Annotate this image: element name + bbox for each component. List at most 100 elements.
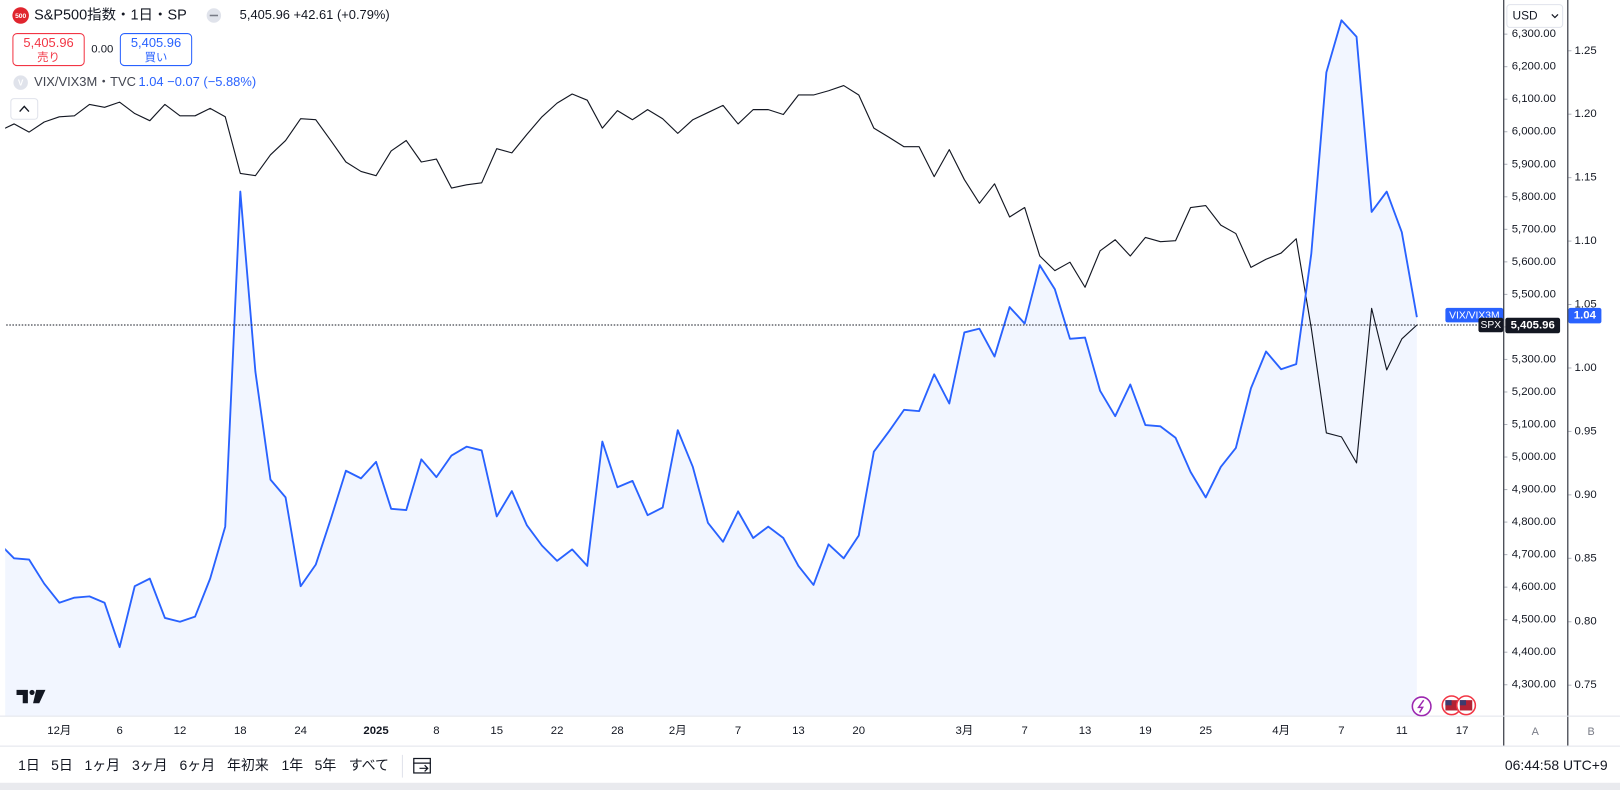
calendar-icon: [419, 764, 429, 772]
y2-tick-label: 1.20: [1575, 108, 1597, 120]
x-tick-label: 18: [234, 725, 247, 737]
range-button[interactable]: 5年: [315, 757, 337, 773]
x-tick-label: 11: [1396, 725, 1408, 737]
range-button[interactable]: 年初来: [227, 757, 269, 773]
y-tick-label: 5,600.00: [1512, 256, 1556, 268]
y-tick-label: 4,400.00: [1512, 646, 1556, 658]
dropdown-icon: [1551, 14, 1559, 19]
last-value-label: 1.04: [1574, 310, 1597, 322]
currency-label: USD: [1513, 9, 1538, 23]
compare-title[interactable]: VIX/VIX3M・TVC: [34, 74, 136, 89]
x-tick-label: 7: [735, 725, 741, 737]
x-tick-label: 12月: [47, 725, 71, 737]
series-area: [5, 20, 1417, 716]
event-icon[interactable]: [1411, 696, 1432, 717]
range-toolbar: 1日 5日 1ヶ月 3ヶ月 6ヶ月 年初来 1年 5年 すべて 06:44:58…: [18, 754, 1608, 778]
series-tag-label: VIX/VIX3M: [1449, 310, 1499, 321]
y-tick-label: 5,900.00: [1512, 158, 1556, 170]
sell-label: 売り: [37, 51, 60, 64]
symbol-title[interactable]: S&P500指数・1日・SP: [34, 6, 187, 23]
series-line: [5, 84, 1418, 464]
chevron-icon: [19, 105, 30, 112]
flag-icon: [1459, 700, 1467, 706]
y2-tick-label: 0.85: [1575, 552, 1597, 564]
x-tick-label: 12: [174, 725, 187, 737]
y2-tick-label: 0.80: [1575, 616, 1597, 628]
range-button[interactable]: 1年: [282, 757, 304, 773]
range-button[interactable]: 1日: [18, 757, 40, 773]
x-tick-label: 28: [611, 725, 624, 737]
y-tick-label: 4,600.00: [1512, 581, 1556, 593]
x-tick-label: 20: [852, 725, 865, 737]
x-tick-label: 13: [792, 725, 805, 737]
x-tick-label: 25: [1199, 725, 1212, 737]
y2-tick-label: 0.90: [1575, 489, 1597, 501]
range-button[interactable]: すべて: [349, 757, 389, 773]
x-tick-label: 2月: [669, 725, 687, 737]
x-tick-label: 13: [1079, 725, 1092, 737]
spread: 0.00: [91, 44, 113, 56]
currency-dropdown[interactable]: [1506, 4, 1564, 28]
logo-part: [33, 689, 46, 704]
range-button[interactable]: 5日: [51, 757, 73, 773]
axis-button[interactable]: A: [1532, 726, 1540, 738]
y2-tick-label: 1.15: [1575, 172, 1597, 184]
y2-tick-label: 1.25: [1575, 45, 1597, 57]
x-tick-label: 2025: [363, 725, 388, 737]
range-button[interactable]: 3ヶ月: [132, 757, 168, 773]
axes: 4,300.00 4,400.00 4,500.00 4,600.00 4,700.00…: [47, 28, 1602, 737]
flag-icon: [1445, 700, 1452, 706]
date-range-button[interactable]: [413, 757, 431, 774]
x-tick-label: 3月: [956, 725, 974, 737]
series-tag-label: SPX: [1481, 320, 1502, 331]
y-tick-label: 4,700.00: [1512, 549, 1556, 561]
last-value-label: 5,405.96: [1511, 319, 1555, 331]
y2-tick-label: 1.10: [1575, 235, 1597, 247]
sell-button[interactable]: [12, 33, 85, 67]
axis-button[interactable]: B: [1587, 726, 1594, 738]
range-button[interactable]: 6ヶ月: [180, 757, 216, 773]
calendar-icon: [413, 757, 431, 774]
y2-tick-label: 1.05: [1575, 299, 1597, 311]
compare-quote: 1.04 −0.07 (−5.88%): [138, 74, 256, 89]
logo-part: [16, 689, 28, 704]
buy-price: 5,405.96: [131, 35, 181, 50]
y-tick-label: 5,800.00: [1512, 191, 1556, 203]
buy-button[interactable]: [119, 33, 193, 67]
x-tick-label: 17: [1456, 725, 1469, 737]
x-tick-label: 4月: [1272, 725, 1290, 737]
y2-tick-label: 1.00: [1575, 362, 1597, 374]
x-tick-label: 8: [433, 725, 439, 737]
y-tick-label: 5,500.00: [1512, 288, 1556, 300]
y-tick-label: 5,100.00: [1512, 419, 1556, 431]
x-tick-label: 22: [551, 725, 564, 737]
symbol-quote: 5,405.96 +42.61 (+0.79%): [240, 7, 390, 22]
logo-part: [29, 689, 35, 695]
range-button[interactable]: 1ヶ月: [84, 757, 120, 773]
x-tick-label: 24: [294, 725, 307, 737]
y-tick-label: 6,100.00: [1512, 93, 1556, 105]
y-tick-label: 5,300.00: [1512, 353, 1556, 365]
y2-tick-label: 0.75: [1575, 679, 1597, 691]
legend: 500 S&P500指数・1日・SP 5,405.96 +42.61 (+0.7…: [10, 6, 390, 120]
x-tick-label: 6: [116, 725, 122, 737]
y-tick-label: 4,900.00: [1512, 484, 1556, 496]
x-tick-label: 7: [1022, 725, 1028, 737]
x-tick-label: 19: [1139, 725, 1152, 737]
clock[interactable]: 06:44:58 UTC+9: [1505, 757, 1608, 773]
logo-text: 500: [15, 13, 26, 20]
y-tick-label: 5,000.00: [1512, 451, 1556, 463]
y-tick-label: 6,200.00: [1512, 61, 1556, 73]
y-tick-label: 6,000.00: [1512, 126, 1556, 138]
y-tick-label: 4,500.00: [1512, 614, 1556, 626]
y-tick-label: 4,300.00: [1512, 679, 1556, 691]
y-tick-label: 5,700.00: [1512, 223, 1556, 235]
series-tag: [1478, 317, 1504, 333]
tradingview-logo: [16, 689, 46, 704]
plot-area: [5, 19, 1504, 716]
collapse-button[interactable]: [10, 98, 39, 120]
symbol-logo: [12, 7, 29, 24]
lightning-icon: [1417, 699, 1425, 713]
series-line: [5, 19, 1418, 649]
